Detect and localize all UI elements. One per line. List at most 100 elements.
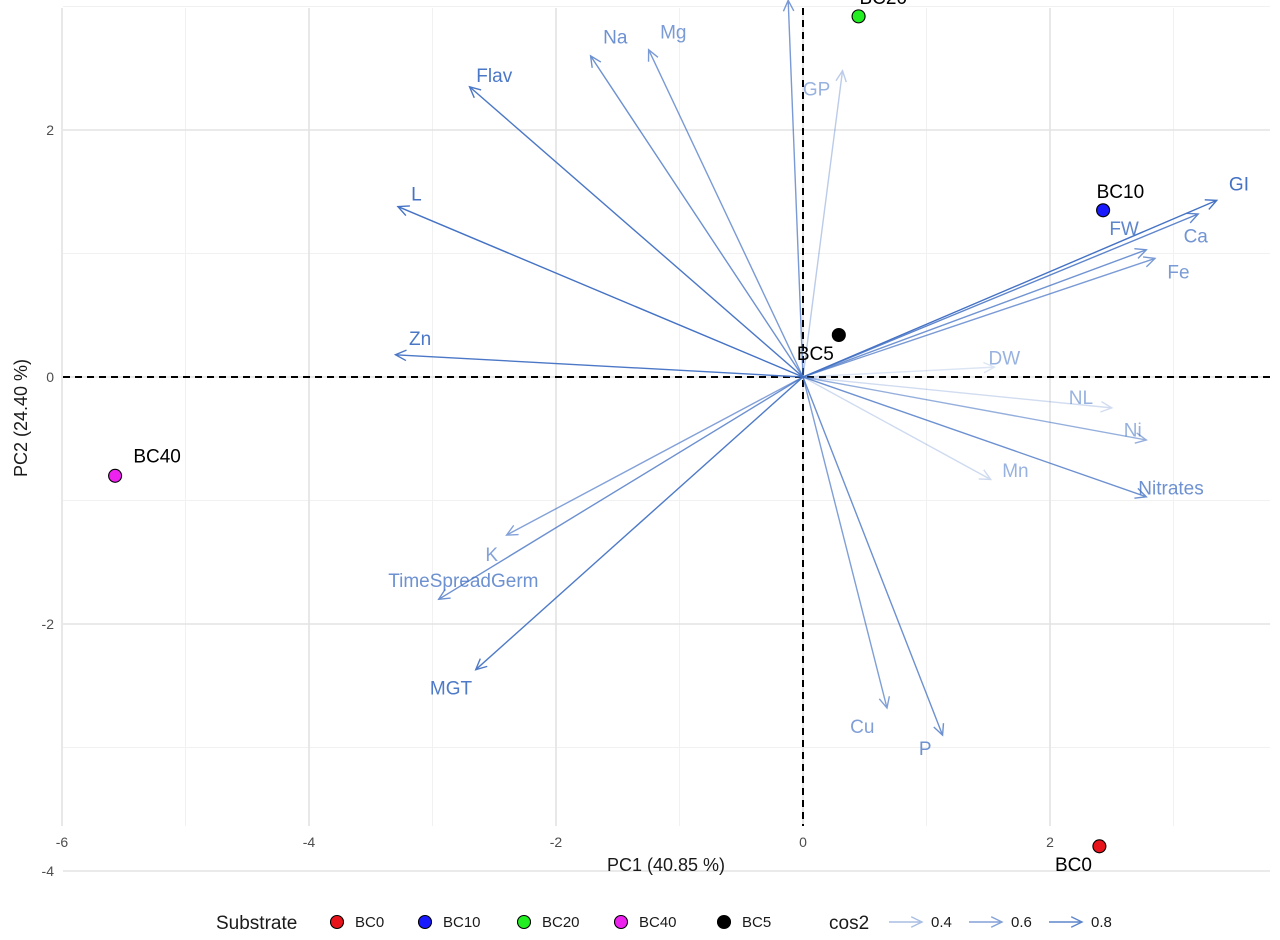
variable-arrow-timespreadgerm xyxy=(437,376,804,601)
point-bc0 xyxy=(1092,839,1107,854)
individual-labels: BC0 BC10 BC20 BC40 BC5 xyxy=(133,0,1144,876)
y-tick-label: -2 xyxy=(42,616,55,632)
legend-cos2-label: 0.6 xyxy=(1011,914,1032,931)
axis-ticks: -6 -4 -2 0 2-4-202 xyxy=(42,122,1055,879)
arrow-shaft xyxy=(647,49,804,378)
arrow-shaft xyxy=(506,376,804,536)
arrow-shaft xyxy=(802,376,1147,498)
variable-label-k: K xyxy=(485,545,498,566)
point-bc5 xyxy=(831,327,846,343)
arrow-head xyxy=(1134,432,1148,444)
variable-arrow-mgt xyxy=(474,376,804,671)
variable-arrow-nitrates xyxy=(802,376,1148,499)
arrow-shaft xyxy=(802,376,1147,441)
arrow-head xyxy=(647,48,659,62)
arrow-head xyxy=(1134,247,1148,259)
arrow-head xyxy=(396,205,410,217)
legend-cos2-title: cos2 xyxy=(829,913,869,934)
arrow-shaft xyxy=(395,354,804,378)
variable-label-flav: Flav xyxy=(476,66,512,87)
variable-label-timespreadgerm: TimeSpreadGerm xyxy=(388,571,538,592)
variable-label-fw: FW xyxy=(1109,219,1139,240)
arrow-shaft xyxy=(802,376,992,481)
arrow-shaft xyxy=(438,376,804,600)
arrow-shaft xyxy=(802,366,995,378)
legend-cos2-key-0-6 xyxy=(969,916,1004,928)
arrow-head xyxy=(1070,916,1084,928)
arrow-head xyxy=(474,658,488,671)
arrow-shaft xyxy=(397,205,804,378)
arrow-shaft xyxy=(802,70,844,378)
point-label-bc5: BC5 xyxy=(797,344,834,365)
legend-cos2-items: 0.4 0.6 0.8 xyxy=(889,914,1112,931)
minor-gridlines xyxy=(63,6,1270,826)
arrow-shaft xyxy=(802,376,1112,409)
point-label-bc40: BC40 xyxy=(133,446,181,467)
arrow-head xyxy=(589,54,602,68)
point-label-bc0: BC0 xyxy=(1055,855,1092,876)
variable-label-gp: GP xyxy=(803,79,830,100)
arrow-head xyxy=(437,588,451,601)
x-tick-label: 2 xyxy=(1046,834,1054,850)
legend-cos2-label: 0.4 xyxy=(931,914,952,931)
variable-arrow-k xyxy=(505,376,804,536)
variable-arrow-gi xyxy=(802,199,1219,378)
variable-label-mgt: MGT xyxy=(430,678,473,699)
variable-arrow-fw xyxy=(802,212,1200,378)
arrow-shaft xyxy=(802,257,1156,378)
x-tick-label: -6 xyxy=(56,834,69,850)
variable-label-nl: NL xyxy=(1069,388,1093,409)
variable-label-zn: Zn xyxy=(409,329,431,350)
variable-label-mg: Mg xyxy=(660,23,686,44)
point-label-bc20: BC20 xyxy=(860,0,908,9)
major-gridlines xyxy=(61,8,1270,872)
arrow-head xyxy=(1134,487,1148,499)
y-tick-label: 2 xyxy=(46,122,54,138)
arrow-head xyxy=(878,696,891,710)
variable-arrow-na xyxy=(589,54,804,378)
legend-label-bc10: BC10 xyxy=(443,914,481,931)
arrow-shaft xyxy=(802,249,1147,378)
variable-label-dw: DW xyxy=(988,349,1020,370)
point-bc40 xyxy=(108,468,123,483)
legend-key-bc5 xyxy=(716,914,732,930)
arrow-head xyxy=(983,361,997,374)
point-label-bc10: BC10 xyxy=(1097,182,1145,203)
variable-label-ca: Ca xyxy=(1184,226,1209,247)
variable-arrow-gp xyxy=(802,69,847,378)
y-axis-title: PC2 (24.40 %) xyxy=(11,359,31,477)
legend-cos2-key-0-8 xyxy=(1049,916,1084,928)
variable-arrow-nl xyxy=(802,376,1114,413)
variable-label-l: L xyxy=(411,184,422,205)
variable-label-ni: Ni xyxy=(1124,420,1142,441)
variable-label-na: Na xyxy=(603,28,628,49)
point-bc10 xyxy=(1096,203,1111,218)
variable-arrow-zn xyxy=(393,349,804,378)
x-tick-label: 0 xyxy=(799,834,807,850)
arrow-head xyxy=(1100,401,1114,413)
legend-label-bc40: BC40 xyxy=(639,914,677,931)
variable-label-p: P xyxy=(919,739,932,760)
variable-labels: aGPMgNaFlavLZnGIFWCaFeDWNLNiMnNitratesKT… xyxy=(388,23,1249,760)
arrow-shaft xyxy=(787,0,804,378)
variable-label-fe: Fe xyxy=(1167,262,1189,283)
x-axis-title: PC1 (40.85 %) xyxy=(607,855,725,875)
legend-key-bc20 xyxy=(516,914,532,930)
variable-arrow-a xyxy=(782,0,804,378)
variable-arrow-l xyxy=(396,205,804,378)
legend-label-bc20: BC20 xyxy=(542,914,580,931)
arrow-shaft xyxy=(469,86,804,378)
arrow-head xyxy=(835,69,847,83)
variable-label-nitrates: Nitrates xyxy=(1138,478,1203,499)
arrow-shaft xyxy=(802,376,944,736)
x-tick-label: -2 xyxy=(550,834,563,850)
variable-arrow-mg xyxy=(647,48,804,378)
arrow-head xyxy=(505,524,519,536)
arrow-head xyxy=(910,916,924,928)
variable-arrow-ca xyxy=(802,247,1148,378)
variable-label-gi: GI xyxy=(1229,175,1249,196)
x-tick-label: -4 xyxy=(303,834,316,850)
y-tick-label: -4 xyxy=(42,863,55,879)
variable-arrow-mn xyxy=(802,376,993,481)
